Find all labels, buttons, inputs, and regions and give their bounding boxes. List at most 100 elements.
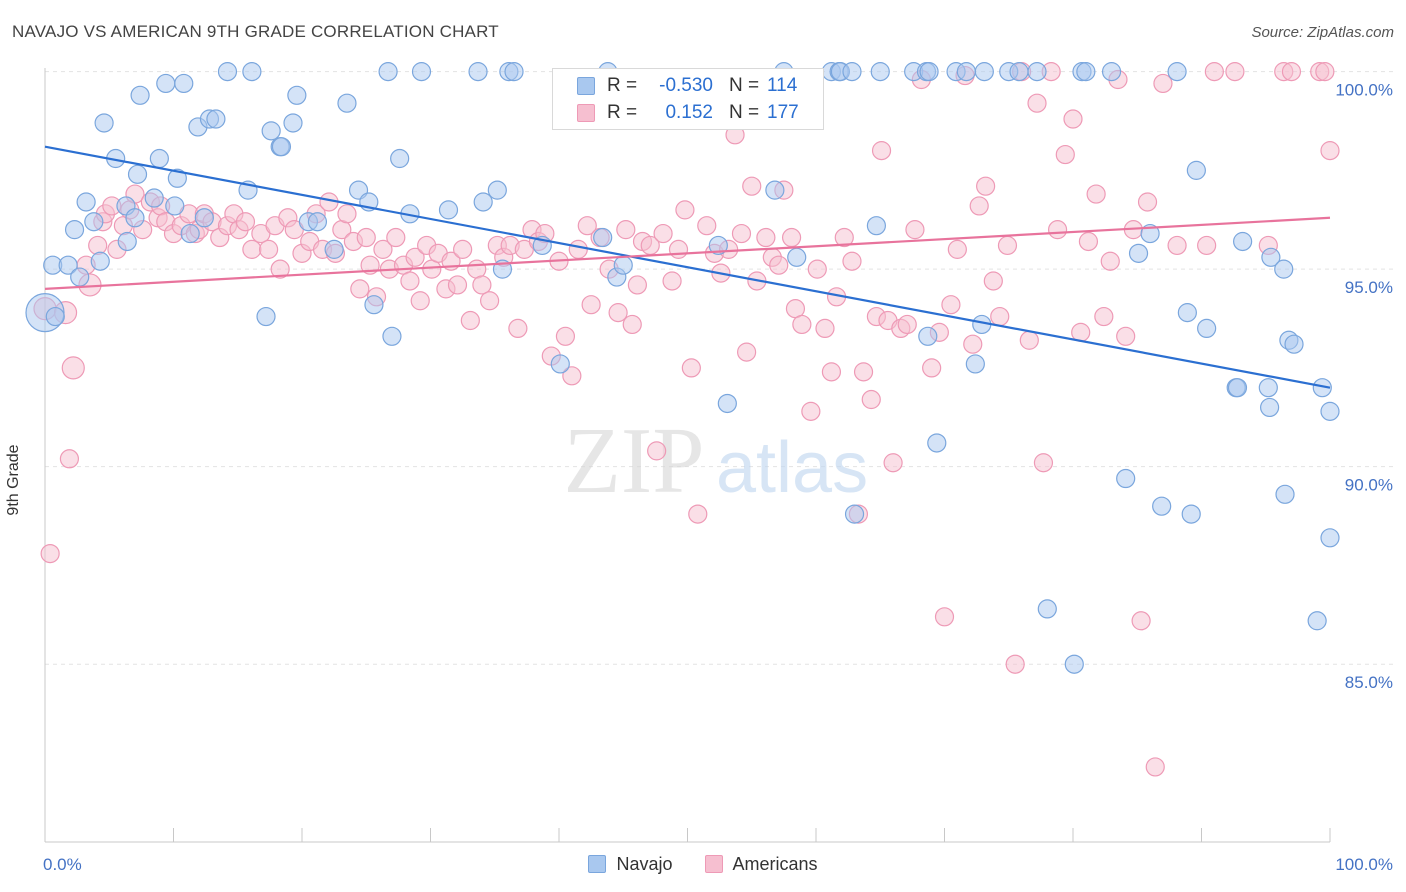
point-americans: [947, 239, 967, 259]
legend-item-americans[interactable]: Americans: [704, 854, 818, 875]
point-navajo: [76, 192, 96, 212]
point-navajo: [1260, 397, 1280, 418]
point-americans: [400, 271, 420, 291]
point-navajo: [84, 212, 104, 232]
legend-r-label: R =: [607, 75, 638, 96]
point-americans: [1204, 62, 1224, 82]
point-navajo: [1177, 303, 1197, 323]
point-americans: [769, 255, 789, 275]
point-americans: [861, 389, 881, 410]
point-navajo: [1101, 62, 1122, 82]
legend-n-label: N =: [729, 75, 760, 96]
point-americans: [853, 362, 874, 382]
point-americans: [61, 356, 85, 380]
point-americans: [934, 607, 955, 627]
point-americans: [675, 200, 695, 220]
point-americans: [1078, 231, 1099, 252]
point-americans: [373, 239, 393, 259]
point-americans: [653, 223, 673, 244]
point-navajo: [217, 62, 238, 82]
point-navajo: [364, 295, 384, 315]
point-navajo: [90, 251, 110, 271]
point-americans: [242, 239, 262, 259]
legend-n-value: 177: [767, 102, 799, 123]
point-americans: [577, 216, 597, 236]
point-americans: [1281, 62, 1302, 82]
point-navajo: [473, 192, 493, 212]
point-americans: [731, 223, 752, 244]
point-americans: [460, 310, 480, 331]
point-americans: [1225, 62, 1245, 82]
point-navajo: [1181, 504, 1201, 524]
x-tick-label: 100.0%: [1335, 855, 1393, 874]
point-americans: [581, 295, 601, 315]
point-navajo: [1027, 62, 1047, 82]
point-americans: [1131, 611, 1151, 631]
point-navajo: [870, 62, 890, 82]
point-americans: [834, 227, 854, 248]
point-americans: [472, 275, 492, 295]
point-navajo: [956, 62, 976, 82]
point-americans: [616, 220, 636, 240]
point-americans: [905, 220, 925, 240]
point-navajo: [165, 196, 185, 216]
point-navajo: [1167, 62, 1187, 82]
point-americans: [969, 196, 989, 216]
point-americans: [1086, 184, 1106, 204]
y-tick-label: 85.0%: [1345, 673, 1393, 692]
point-americans: [963, 334, 983, 354]
point-navajo: [130, 85, 150, 105]
point-americans: [742, 176, 762, 196]
watermark-atlas: atlas: [716, 428, 868, 508]
legend-r-value: 0.152: [665, 102, 713, 123]
point-navajo: [965, 354, 985, 374]
point-americans: [871, 141, 892, 161]
point-americans: [821, 362, 842, 382]
point-americans: [386, 227, 406, 248]
point-americans: [405, 247, 425, 267]
point-americans: [258, 239, 279, 259]
point-americans: [1033, 453, 1054, 473]
point-americans: [356, 227, 376, 248]
axis-layer: [44, 68, 1331, 843]
legend-row-americans: R = 0.152 N = 177: [577, 100, 807, 126]
point-americans: [1153, 73, 1173, 94]
watermark: ZIP atlas: [564, 409, 869, 513]
point-navajo: [1152, 496, 1172, 516]
point-navajo: [918, 326, 938, 346]
point-americans: [781, 227, 802, 248]
legend-n-value: 114: [767, 75, 798, 96]
point-americans: [897, 314, 917, 335]
point-americans: [1197, 235, 1217, 256]
point-americans: [1063, 109, 1083, 129]
point-americans: [88, 235, 108, 256]
trend-line-americans: [44, 216, 1331, 290]
x-tick-label: 0.0%: [43, 855, 82, 874]
point-americans: [59, 449, 80, 469]
point-americans: [1094, 306, 1114, 327]
legend-swatch-americans: [577, 104, 595, 122]
points-layer: [25, 62, 1340, 777]
y-tick-label: 95.0%: [1345, 278, 1393, 297]
point-navajo: [1233, 231, 1253, 252]
point-navajo: [180, 223, 200, 244]
point-americans: [1137, 192, 1158, 212]
point-navajo: [1116, 468, 1136, 489]
point-americans: [990, 306, 1010, 327]
legend-n-label: N =: [729, 102, 760, 123]
point-navajo: [1274, 259, 1294, 279]
point-navajo: [156, 73, 176, 94]
legend-item-navajo[interactable]: Navajo: [588, 854, 673, 875]
point-americans: [568, 239, 588, 259]
point-navajo: [242, 62, 262, 82]
point-americans: [976, 176, 996, 196]
point-navajo: [125, 208, 145, 228]
point-navajo: [487, 180, 507, 200]
point-americans: [842, 251, 862, 271]
point-americans: [681, 358, 701, 378]
point-navajo: [842, 62, 862, 82]
point-americans: [337, 204, 357, 224]
chart-title: NAVAJO VS AMERICAN 9TH GRADE CORRELATION…: [12, 22, 499, 41]
legend-r-value: -0.530: [659, 75, 713, 96]
point-navajo: [1261, 247, 1281, 267]
